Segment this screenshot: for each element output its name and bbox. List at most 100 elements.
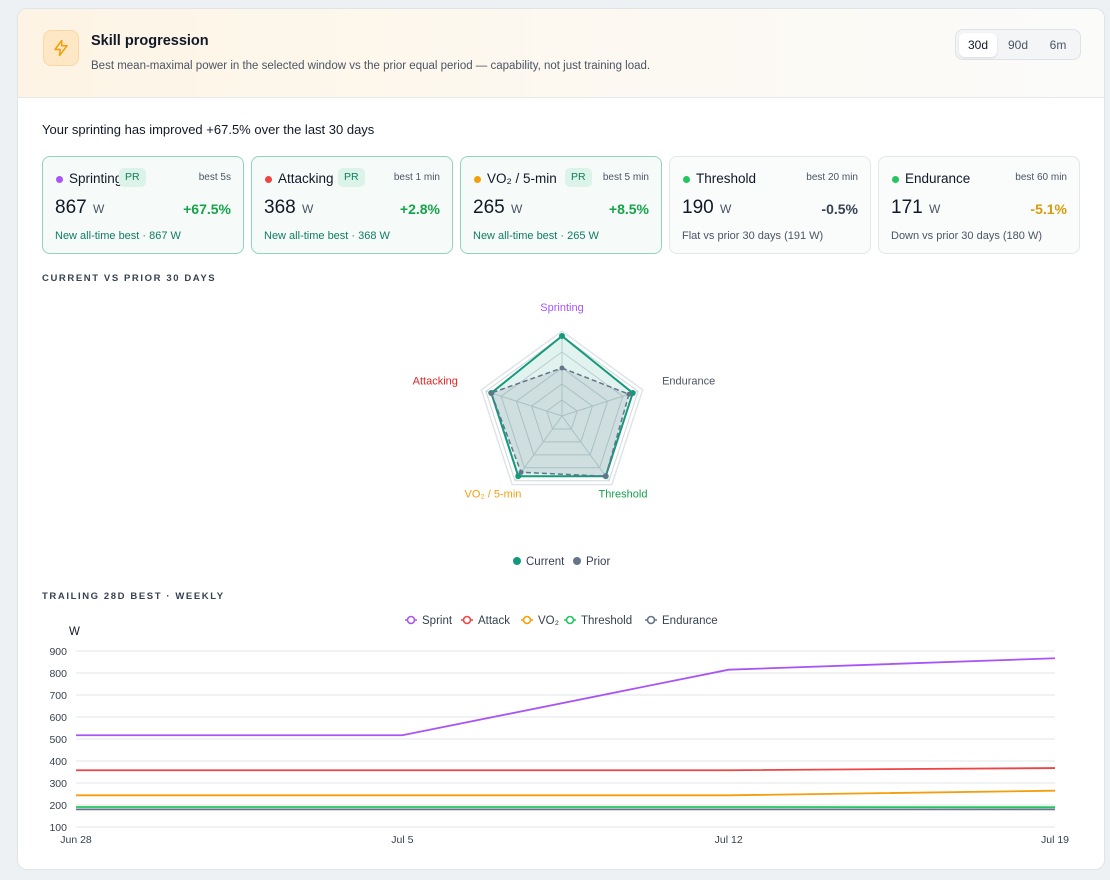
radar-grid-ring xyxy=(546,399,578,430)
skill-value-number: 265 xyxy=(473,197,505,218)
y-tick-label: 100 xyxy=(49,822,67,834)
skill-color-dot xyxy=(683,176,690,183)
radar-prior-point xyxy=(559,365,565,371)
radar-grid-ring xyxy=(485,335,639,482)
y-tick-label: 600 xyxy=(49,712,67,724)
radar-spoke xyxy=(485,390,563,417)
skill-color-dot xyxy=(265,176,272,183)
skill-best-duration: best 5 min xyxy=(602,172,649,183)
x-tick-label: Jul 12 xyxy=(715,834,743,846)
skill-name: Endurance xyxy=(905,171,971,186)
radar-grid-ring xyxy=(530,383,594,443)
series-line-attack xyxy=(76,767,1056,772)
skill-color-dot xyxy=(474,176,481,183)
skill-value: 265 W xyxy=(473,197,522,219)
radar-legend-label: Current xyxy=(526,556,565,568)
legend-label: Threshold xyxy=(581,615,632,627)
y-tick-label: 400 xyxy=(49,756,67,768)
radar-chart: Sprinting Endurance Threshold VO₂ / 5-min At… xyxy=(413,302,716,568)
y-tick-label: 500 xyxy=(49,734,67,746)
skill-delta: -5.1% xyxy=(1030,201,1067,217)
legend-swatch-marker xyxy=(565,615,575,625)
skill-best-duration: best 5s xyxy=(198,172,231,183)
lightning-icon xyxy=(43,30,79,66)
legend-label: VO₂ xyxy=(538,615,559,627)
skill-name: VO₂ / 5-min xyxy=(487,171,557,186)
radar-grid-ring xyxy=(515,367,609,456)
skill-best-duration: best 60 min xyxy=(1015,172,1067,183)
skill-name: Attacking xyxy=(278,171,334,186)
skill-value-unit: W xyxy=(301,202,314,216)
y-tick-label: 900 xyxy=(49,646,67,658)
skill-value: 867 W xyxy=(55,197,104,219)
skill-card-endurance[interactable]: Endurance best 60 min 171 W -5.1% Down vs pr… xyxy=(878,156,1080,254)
legend-label: Endurance xyxy=(662,615,718,627)
skill-note: Flat vs prior 30 days (191 W) xyxy=(682,230,824,242)
pr-badge: PR xyxy=(119,168,146,187)
y-tick-label: 800 xyxy=(49,668,67,680)
radar-current-area xyxy=(490,334,634,478)
range-selector: 30d 90d 6m xyxy=(955,29,1081,60)
skill-value-number: 867 xyxy=(55,197,87,218)
card-header: Skill progression Best mean-maximal powe… xyxy=(18,9,1104,98)
skill-value-unit: W xyxy=(92,202,105,216)
skill-card-threshold[interactable]: Threshold best 20 min 190 W -0.5% Flat vs pr… xyxy=(669,156,871,254)
y-tick-label: 200 xyxy=(49,800,67,812)
radar-legend-swatch xyxy=(513,557,521,565)
range-90d-button[interactable]: 90d xyxy=(1007,37,1029,52)
radar-current-point xyxy=(515,473,522,480)
skill-name: Sprinting xyxy=(69,171,123,186)
headline-summary: Your sprinting has improved +67.5% over … xyxy=(42,122,375,137)
radar-prior-point xyxy=(603,473,609,479)
y-tick-label: 300 xyxy=(49,778,67,790)
radar-axis-label: VO₂ / 5-min xyxy=(465,489,522,501)
x-tick-label: Jun 28 xyxy=(60,834,92,846)
skill-delta: +67.5% xyxy=(183,201,231,217)
radar-axis-label: Endurance xyxy=(662,375,715,387)
card-subtitle: Best mean-maximal power in the selected … xyxy=(91,60,651,72)
skill-value: 171 W xyxy=(891,197,940,219)
x-tick-label: Jul 5 xyxy=(391,834,413,846)
legend-swatch-marker xyxy=(522,615,532,625)
skill-progression-card: Skill progression Best mean-maximal powe… xyxy=(17,8,1105,870)
skill-delta: +8.5% xyxy=(608,201,649,217)
skill-value-unit: W xyxy=(719,202,732,216)
radar-axis-label: Attacking xyxy=(413,375,458,387)
x-tick-label: Jul 19 xyxy=(1041,834,1069,846)
skill-delta: +2.8% xyxy=(399,201,440,217)
skill-value-number: 171 xyxy=(891,197,923,218)
trend-section-title: TRAILING 28D BEST · WEEKLY xyxy=(42,591,225,602)
skill-note: New all-time best · 867 W xyxy=(55,230,181,242)
skill-value-unit: W xyxy=(928,202,941,216)
skill-value-unit: W xyxy=(510,202,523,216)
skill-card-attacking[interactable]: Attacking PR best 1 min 368 W +2.8% New all-t… xyxy=(251,156,453,254)
card-title: Skill progression xyxy=(91,33,209,49)
legend-swatch-marker xyxy=(462,615,472,625)
radar-spoke xyxy=(514,415,563,482)
radar-grid-ring xyxy=(500,351,624,469)
skill-card-vo-5-min[interactable]: VO₂ / 5-min PR best 5 min 265 W +8.5% New all… xyxy=(460,156,662,254)
skill-card-sprinting[interactable]: Sprinting PR best 5s 867 W +67.5% New all-tim… xyxy=(42,156,244,254)
skill-note: New all-time best · 368 W xyxy=(264,230,390,242)
radar-legend-swatch xyxy=(573,557,581,565)
range-6m-button[interactable]: 6m xyxy=(1049,37,1067,52)
y-tick-label: 700 xyxy=(49,690,67,702)
range-30d-button[interactable]: 30d xyxy=(959,32,997,57)
skill-value: 368 W xyxy=(264,197,313,219)
skill-color-dot xyxy=(56,176,63,183)
radar-legend-label: Prior xyxy=(586,556,610,568)
radar-prior-point xyxy=(518,469,524,475)
legend-label: Attack xyxy=(478,615,510,627)
y-axis-unit-label: W xyxy=(69,626,80,638)
legend-swatch-marker xyxy=(406,615,416,625)
skill-value-number: 190 xyxy=(682,197,714,218)
skill-value-number: 368 xyxy=(264,197,296,218)
legend-label: Sprint xyxy=(422,615,453,627)
skill-note: New all-time best · 265 W xyxy=(473,230,599,242)
radar-axis-label: Threshold xyxy=(599,489,648,501)
legend-swatch-marker xyxy=(646,615,656,625)
skill-note: Down vs prior 30 days (180 W) xyxy=(891,230,1042,242)
skill-color-dot xyxy=(892,176,899,183)
skill-name: Threshold xyxy=(696,171,757,186)
